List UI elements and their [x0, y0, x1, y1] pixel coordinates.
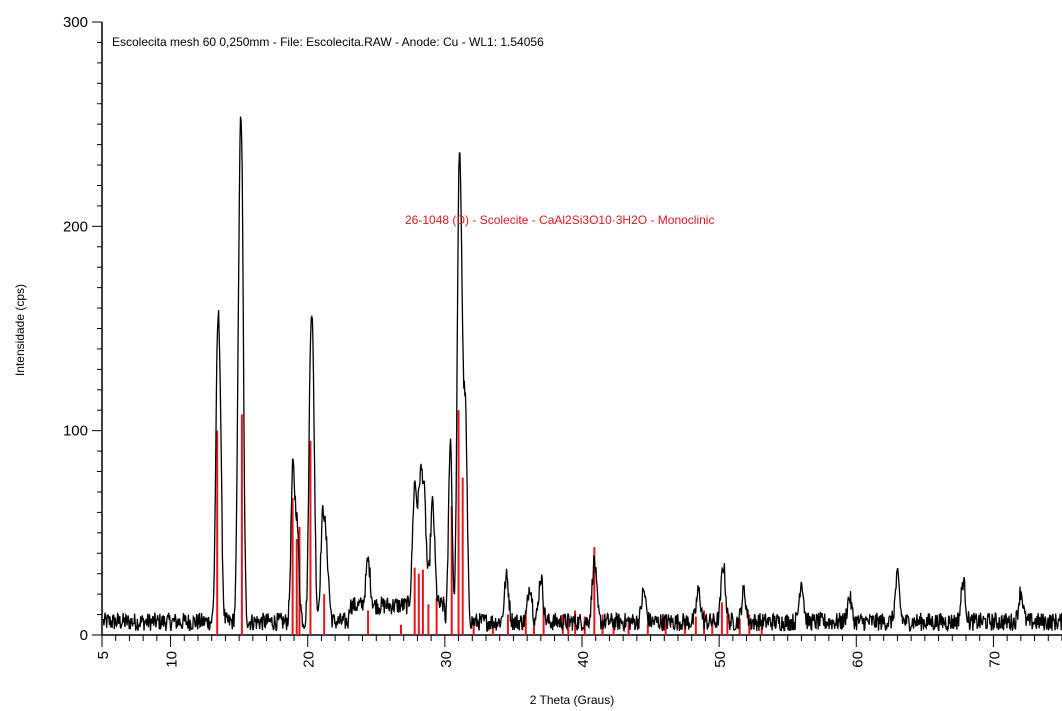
chart-labels: Escolecita mesh 60 0,250mm - File: Escol… — [13, 35, 714, 707]
reference-pattern-label: 26-1048 (D) - Scolecite - CaAl2Si3O10·3H… — [405, 213, 714, 227]
x-tick-label: 30 — [438, 651, 455, 668]
x-tick-label: 10 — [164, 651, 181, 668]
y-axis-label: Intensidade (cps) — [13, 284, 27, 376]
pattern-line — [102, 116, 1062, 633]
reference-sticks — [216, 410, 763, 635]
x-axis-label: 2 Theta (Graus) — [530, 693, 614, 707]
y-tick-label: 100 — [63, 423, 88, 440]
axes: 0 100 200 300 5 10 20 30 40 50 60 70 — [63, 14, 1062, 668]
diffraction-pattern — [102, 116, 1062, 633]
chart-title: Escolecita mesh 60 0,250mm - File: Escol… — [112, 35, 544, 49]
x-tick-label: 70 — [986, 651, 1003, 668]
x-tick-label: 20 — [301, 651, 318, 668]
y-tick-label: 200 — [63, 218, 88, 235]
y-tick-label: 0 — [80, 627, 88, 644]
x-tick-label: 50 — [712, 651, 729, 668]
y-tick-label: 300 — [63, 14, 88, 31]
x-tick-label: 5 — [95, 651, 112, 659]
x-tick-label: 40 — [575, 651, 592, 668]
x-tick-label: 60 — [849, 651, 866, 668]
